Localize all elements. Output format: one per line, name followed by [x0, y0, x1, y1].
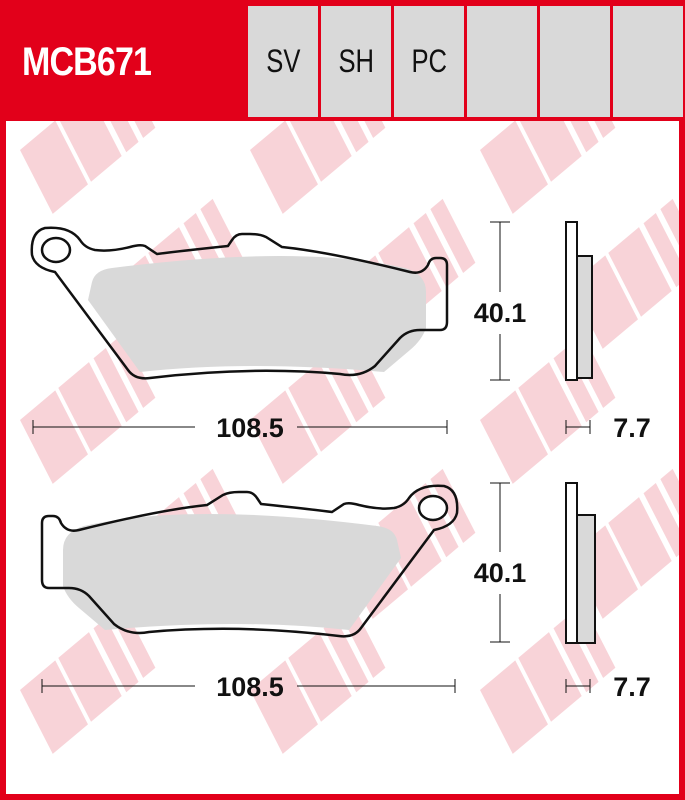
watermark-stroke — [93, 348, 139, 423]
watermark-stroke — [288, 632, 352, 722]
trw-watermark — [20, 121, 679, 754]
watermark-stroke — [58, 632, 122, 722]
watermark-stroke — [480, 121, 548, 214]
watermark-stroke — [110, 333, 156, 409]
dimension-lines — [32, 221, 591, 693]
type-cell: PC — [394, 6, 464, 117]
watermark-stroke — [250, 121, 318, 214]
thickness-label: 7.7 — [613, 672, 651, 702]
watermark-stroke — [20, 121, 88, 214]
type-cell: SV — [248, 6, 318, 117]
thickness-label: 7.7 — [613, 413, 651, 443]
watermark-stroke — [480, 660, 548, 754]
watermark-stroke — [643, 213, 679, 288]
watermark-stroke — [20, 390, 88, 484]
watermark-stroke — [58, 362, 122, 452]
watermark-logo — [250, 121, 386, 214]
watermark-stroke — [288, 362, 352, 452]
watermark-stroke — [250, 390, 318, 484]
type-label: SH — [338, 43, 374, 79]
type-label: SV — [265, 43, 301, 79]
watermark-stroke — [200, 198, 246, 274]
part-number: MCB671 — [22, 40, 152, 84]
watermark-stroke — [553, 348, 599, 423]
watermark-logo — [20, 121, 156, 214]
watermark-stroke — [480, 390, 548, 484]
side-view-bottom — [565, 482, 596, 644]
watermark-logo — [480, 333, 616, 484]
watermark-logo — [480, 121, 616, 214]
type-cell — [613, 6, 683, 117]
width-label: 108.5 — [216, 413, 284, 443]
watermark-stroke — [518, 121, 582, 182]
side-view-top — [565, 221, 593, 381]
watermark-stroke — [660, 198, 679, 274]
watermark-stroke — [553, 618, 599, 693]
type-cell — [540, 6, 610, 117]
watermark-stroke — [288, 121, 352, 182]
watermark-stroke — [340, 121, 386, 139]
type-cell: SH — [321, 6, 391, 117]
pad-bottom — [40, 484, 459, 638]
type-label: PC — [411, 43, 447, 79]
watermark-logo — [20, 333, 156, 484]
watermark-stroke — [93, 618, 139, 693]
watermark-logo — [480, 603, 616, 754]
watermark-stroke — [378, 497, 442, 587]
watermark-stroke — [518, 632, 582, 722]
watermark-stroke — [20, 660, 88, 754]
watermark-stroke — [570, 121, 616, 139]
watermark-stroke — [110, 121, 156, 139]
watermark-stroke — [323, 121, 369, 153]
height-label: 40.1 — [474, 298, 527, 328]
type-cells: SV SH PC — [248, 6, 683, 117]
watermark-stroke — [643, 483, 679, 558]
watermark-stroke — [58, 121, 122, 182]
height-label: 40.1 — [474, 558, 527, 588]
watermark-stroke — [93, 121, 139, 153]
type-cell — [467, 6, 537, 117]
watermark-stroke — [608, 497, 672, 587]
watermark-stroke — [250, 660, 318, 754]
watermark-stroke — [608, 227, 672, 317]
watermark-stroke — [553, 121, 599, 153]
watermark-stroke — [430, 198, 476, 274]
watermark-stroke — [660, 468, 679, 544]
width-label: 108.5 — [216, 672, 284, 702]
watermark-stroke — [430, 468, 476, 544]
